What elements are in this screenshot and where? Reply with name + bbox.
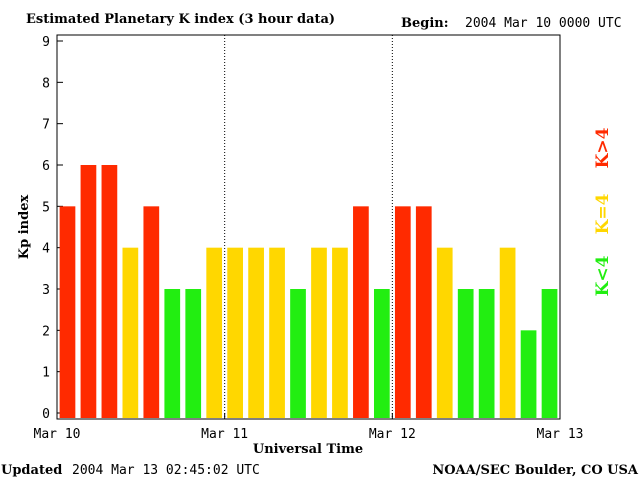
plot-frame [56,34,561,420]
legend-k-greater-4: K>4 [593,127,613,168]
y-axis-ticks: 0 1 2 3 4 5 6 7 8 9 [42,35,63,422]
kp-bar [373,289,390,418]
kp-bar [143,206,160,418]
updated-label: Updated [1,463,62,478]
kp-bar [311,247,327,418]
kp-bar [248,247,264,418]
kp-bar [269,247,285,418]
x-tick-label: Mar 10 [34,427,81,442]
y-tick-label: 5 [42,200,50,215]
kp-bar [332,247,348,418]
x-tick-label: Mar 12 [369,427,416,442]
x-tick-label: Mar 11 [201,427,248,442]
y-tick-label: 6 [42,159,50,174]
kp-bar [436,247,453,418]
kp-bar [457,289,474,418]
kp-bar [478,289,495,418]
y-tick-label: 1 [42,366,50,381]
y-tick-label: 3 [42,283,50,298]
kp-bar [290,289,306,418]
y-tick-label: 0 [42,407,50,422]
legend-k-less-4: K<4 [593,255,613,296]
kp-bar [227,247,244,418]
kp-bar [164,289,181,418]
x-tick-label: Mar 13 [537,427,584,442]
kp-bar [101,165,118,418]
kp-bar [541,289,558,418]
y-tick-label: 8 [42,76,50,91]
kp-bar [185,289,202,418]
kp-bar [353,206,369,418]
kp-bar [499,247,516,418]
y-axis-label: Kp index [17,195,32,260]
begin-label: Begin: [401,16,449,31]
x-axis-ticks: Mar 10 Mar 11 Mar 12 Mar 13 [34,413,584,442]
kp-bar [415,206,432,418]
legend-k-equals-4: K=4 [593,193,613,234]
kp-bar [520,330,537,418]
begin-value: 2004 Mar 10 0000 UTC [465,16,622,31]
kp-bar [80,165,97,418]
kp-bar [59,206,76,418]
day-separators [224,35,393,419]
source-credit: NOAA/SEC Boulder, CO USA [432,463,639,478]
y-tick-label: 9 [42,35,50,50]
kp-bar [394,206,411,418]
updated-value: 2004 Mar 13 02:45:02 UTC [72,463,260,478]
kp-bar [122,247,139,418]
y-tick-label: 7 [42,118,50,133]
kp-bar [206,247,223,418]
y-tick-label: 4 [42,242,50,257]
x-axis-label: Universal Time [253,442,363,457]
y-tick-label: 2 [42,324,50,339]
bars-group [59,165,558,418]
chart-title: Estimated Planetary K index (3 hour data… [26,12,335,27]
